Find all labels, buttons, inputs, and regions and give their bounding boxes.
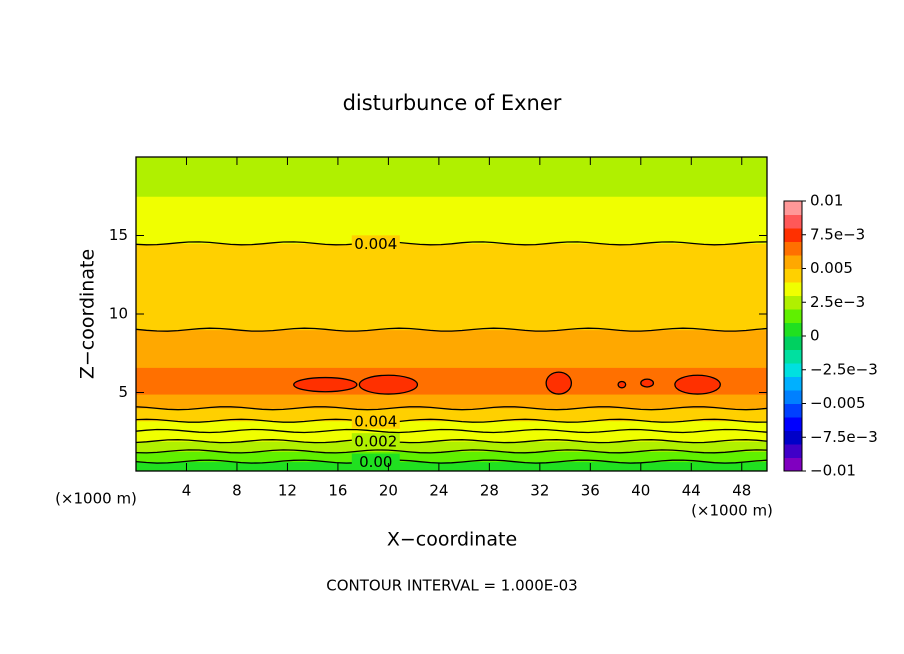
colorbar-swatch	[784, 457, 802, 472]
colorbar-swatch	[784, 322, 802, 337]
contour-band	[136, 367, 767, 395]
contour-line	[135, 327, 768, 332]
contour-line	[135, 449, 768, 454]
colorbar-swatch	[784, 309, 802, 323]
contour-blob	[674, 374, 721, 395]
contour-band	[136, 243, 767, 331]
y-tick-label: 5	[118, 383, 128, 401]
y-tick-label: 15	[109, 226, 128, 244]
contour-band	[136, 408, 767, 422]
x-tick-label: 32	[530, 482, 549, 500]
contour-label-bg	[351, 433, 400, 450]
colorbar-swatch	[784, 228, 802, 242]
chart-title: disturbunce of Exner	[343, 91, 562, 115]
colorbar-swatch	[784, 268, 802, 283]
contour-label-bg	[351, 412, 400, 429]
contour-band	[136, 441, 767, 452]
y-tick-label: 10	[109, 305, 128, 323]
colorbar-tick-label: −2.5e−3	[810, 360, 878, 378]
x-tick-label: 36	[581, 482, 600, 500]
contour-line	[135, 241, 768, 246]
contour-blob	[545, 371, 573, 395]
colorbar-tick-label: −0.005	[810, 394, 866, 412]
colorbar-swatch	[784, 214, 802, 229]
colorbar-swatch	[784, 363, 802, 377]
contour-blob	[640, 378, 655, 388]
x-tick-label: 4	[182, 482, 192, 500]
colorbar-tick-label: −0.01	[810, 462, 856, 480]
colorbar-swatch	[784, 201, 802, 215]
contour-blob	[293, 376, 358, 393]
x-tick-label: 20	[379, 482, 398, 500]
colorbar-swatch	[784, 403, 802, 418]
x-tick-label: 28	[480, 482, 499, 500]
y-axis-title: Z−coordinate	[77, 249, 99, 379]
x-tick-label: 12	[278, 482, 297, 500]
contour-band	[136, 451, 767, 463]
contour-blob	[617, 380, 627, 389]
colorbar-swatch	[784, 336, 802, 350]
colorbar-swatch	[784, 295, 802, 310]
colorbar-swatch	[784, 255, 802, 269]
contour-label: 0.00	[359, 453, 392, 471]
contour-line	[135, 459, 768, 464]
contour-line	[135, 439, 768, 444]
contour-label: 0.002	[354, 433, 397, 451]
contour-label-bg	[351, 235, 400, 252]
colorbar-tick-label: 0	[810, 327, 820, 345]
x-unit: (×1000 m)	[691, 502, 773, 520]
contour-band	[136, 420, 767, 442]
x-axis-title: X−coordinate	[387, 529, 517, 551]
contour-band	[136, 157, 767, 197]
contour-line	[135, 418, 768, 423]
x-tick-label: 16	[328, 482, 347, 500]
contour-label: 0.004	[354, 235, 397, 253]
footer: CONTOUR INTERVAL = 1.000E-03	[326, 577, 577, 595]
x-tick-label: 40	[631, 482, 650, 500]
colorbar-swatch	[784, 444, 802, 458]
contour-band	[136, 394, 767, 409]
x-tick-label: 44	[682, 482, 701, 500]
colorbar-tick-label: 0.01	[810, 192, 843, 210]
contour-blob	[358, 374, 419, 395]
contour-band	[136, 196, 767, 244]
x-tick-label: 48	[732, 482, 751, 500]
contour-line	[135, 406, 768, 411]
colorbar-tick-label: 7.5e−3	[810, 225, 865, 243]
colorbar-swatch	[784, 349, 802, 364]
x-tick-label: 24	[429, 482, 448, 500]
colorbar-tick-label: 0.005	[810, 259, 853, 277]
colorbar-tick-label: 2.5e−3	[810, 293, 865, 311]
colorbar-swatch	[784, 430, 802, 445]
x-unit: (×1000 m)	[55, 490, 137, 508]
contour-line	[135, 428, 768, 434]
colorbar-tick-label: −7.5e−3	[810, 428, 878, 446]
contour-band	[136, 461, 767, 472]
colorbar-swatch	[784, 376, 802, 391]
contour-label-bg	[351, 453, 400, 470]
x-tick-label: 8	[232, 482, 242, 500]
colorbar-swatch	[784, 417, 802, 431]
contour-label: 0.004	[354, 412, 397, 430]
colorbar-swatch	[784, 282, 802, 296]
colorbar-swatch	[784, 241, 802, 256]
contour-band	[136, 329, 767, 368]
colorbar-swatch	[784, 390, 802, 404]
